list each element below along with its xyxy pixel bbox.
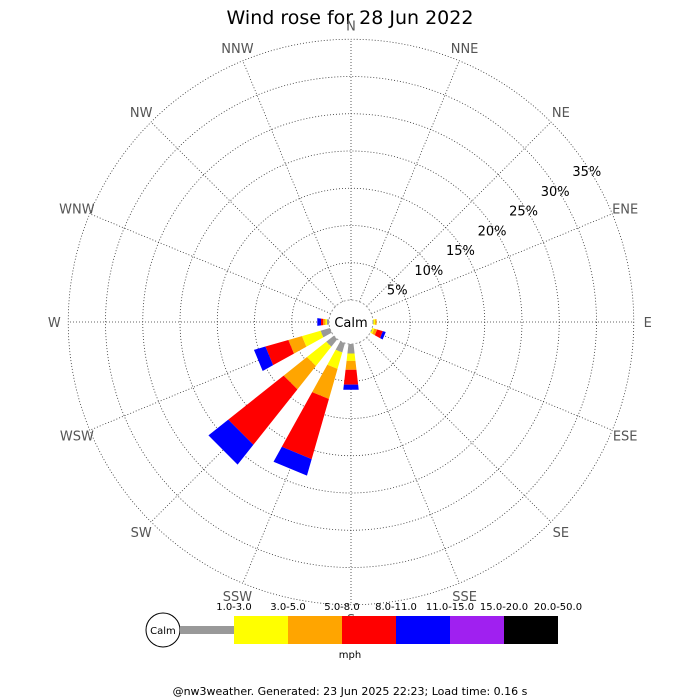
bar-ssw-8.0-11.0 — [281, 392, 329, 460]
grid-ring-4 — [179, 150, 523, 494]
calm-circle — [328, 299, 374, 345]
legend-unit: mph — [339, 650, 361, 661]
direction-label-n: N — [346, 19, 356, 34]
bar-ese-5.0-8.0 — [372, 328, 378, 336]
bar-wsw-5.0-8.0 — [288, 336, 307, 354]
bar-w-1.0-3.0 — [326, 319, 330, 325]
legend-swatch-8.0-11.0 — [342, 616, 396, 644]
legend: Calm 1.0-3.0 3.0-5.0 5.0-8.0 8.0-11.0 11.0-1… — [145, 602, 582, 661]
direction-label-nw: NW — [130, 106, 153, 121]
grid-ring-6 — [105, 76, 597, 568]
bar-w-11.0-15.0 — [317, 318, 321, 326]
bar-wsw-3.0-5.0 — [301, 330, 324, 347]
bar-sw-3.0-5.0 — [306, 341, 332, 367]
direction-label-ene: ENE — [612, 202, 638, 217]
legend-label-3.0-5.0: 3.0-5.0 — [270, 602, 305, 613]
ring-label-3: 15% — [446, 244, 475, 259]
bar-ese-8.0-11.0 — [374, 329, 383, 339]
bar-ssw-11.0-15.0 — [273, 446, 312, 476]
ring-label-4: 20% — [478, 224, 507, 239]
spoke-ese — [371, 330, 613, 431]
direction-label-nne: NNE — [451, 42, 479, 57]
ring-labels: 5% 10%15%20%25%30%35% — [387, 165, 601, 298]
ring-label-5: 25% — [509, 205, 538, 220]
ring-label-6: 30% — [541, 185, 570, 200]
legend-swatches: 1.0-3.0 3.0-5.0 5.0-8.0 8.0-11.0 11.0-15.0 15… — [180, 602, 582, 644]
direction-label-wsw: WSW — [60, 430, 94, 445]
bar-sw-1.0-3.0 — [326, 335, 338, 347]
legend-swatch-1.0-3.0 — [180, 626, 234, 634]
spoke-se — [366, 337, 552, 523]
legend-calm-label: Calm — [150, 626, 176, 637]
bar-wsw-11.0-15.0 — [253, 346, 274, 371]
grid-ring-1 — [291, 262, 411, 382]
direction-label-sse: SSE — [452, 590, 477, 605]
direction-label-ssw: SSW — [223, 590, 253, 605]
legend-swatch-3.0-5.0 — [234, 616, 288, 644]
legend-swatch-11.0-15.0 — [396, 616, 450, 644]
ring-label-7: 35% — [572, 165, 601, 180]
chart-title: Wind rose for 28 Jun 2022 — [227, 7, 474, 29]
legend-label-20.0-50.0: 20.0-50.0 — [534, 602, 582, 613]
legend-label-5.0-8.0: 5.0-8.0 — [324, 602, 359, 613]
bar-sw-5.0-8.0 — [283, 357, 316, 390]
direction-label-wnw: WNW — [59, 202, 95, 217]
wind-bars — [208, 318, 386, 476]
bar-s-5.0-8.0 — [345, 360, 357, 370]
bar-sw-11.0-15.0 — [208, 419, 254, 465]
bar-ssw-3.0-5.0 — [327, 349, 343, 369]
bar-ssw-1.0-3.0 — [335, 341, 345, 353]
legend-label-11.0-15.0: 11.0-15.0 — [426, 602, 474, 613]
legend-label-15.0-20.0: 15.0-20.0 — [480, 602, 528, 613]
bar-ese-3.0-5.0 — [370, 328, 375, 334]
ring-label-2: 10% — [414, 264, 443, 279]
bar-w-5.0-8.0 — [323, 318, 326, 326]
spoke-nne — [359, 60, 460, 302]
legend-swatch-20.0-50.0 — [504, 616, 558, 644]
bar-wsw-1.0-3.0 — [320, 328, 332, 338]
direction-label-nnw: NNW — [221, 42, 253, 57]
bar-sw-8.0-11.0 — [228, 375, 298, 445]
legend-label-8.0-11.0: 8.0-11.0 — [375, 602, 417, 613]
bar-s-3.0-5.0 — [346, 353, 356, 361]
direction-label-e: E — [644, 316, 652, 331]
direction-labels: NNNENEENEEESESESSESSSWSWWSWWWNWNWNNW — [48, 19, 652, 628]
spoke-nnw — [242, 60, 343, 302]
bar-e-5.0-8.0 — [375, 319, 377, 325]
bar-s-8.0-11.0 — [343, 369, 359, 385]
legend-label-1.0-3.0: 1.0-3.0 — [216, 602, 251, 613]
bar-wsw-8.0-11.0 — [265, 339, 294, 366]
ring-label-1: 5% — [387, 284, 408, 299]
bar-ese-11.0-15.0 — [380, 331, 386, 340]
direction-label-se: SE — [553, 526, 569, 541]
footer-text: @nw3weather. Generated: 23 Jun 2025 22:2… — [173, 685, 528, 698]
calm-label: Calm — [334, 316, 367, 331]
direction-label-ese: ESE — [613, 430, 638, 445]
direction-label-ne: NE — [552, 106, 570, 121]
spoke-sse — [359, 342, 460, 584]
grid-ring-2 — [254, 225, 448, 419]
bar-s-1.0-3.0 — [347, 343, 355, 354]
spoke-nw — [150, 121, 336, 307]
bar-w-3.0-5.0 — [325, 319, 327, 325]
direction-label-sw: SW — [131, 526, 152, 541]
grid-ring-7 — [67, 38, 635, 606]
bar-ssw-5.0-8.0 — [312, 364, 338, 400]
bar-w-8.0-11.0 — [321, 318, 324, 326]
spoke-wnw — [89, 213, 331, 314]
direction-label-w: W — [48, 316, 61, 331]
legend-swatch-5.0-8.0 — [288, 616, 342, 644]
calm-center: Calm — [328, 299, 374, 345]
legend-swatch-15.0-20.0 — [450, 616, 504, 644]
bar-s-11.0-15.0 — [343, 384, 359, 390]
